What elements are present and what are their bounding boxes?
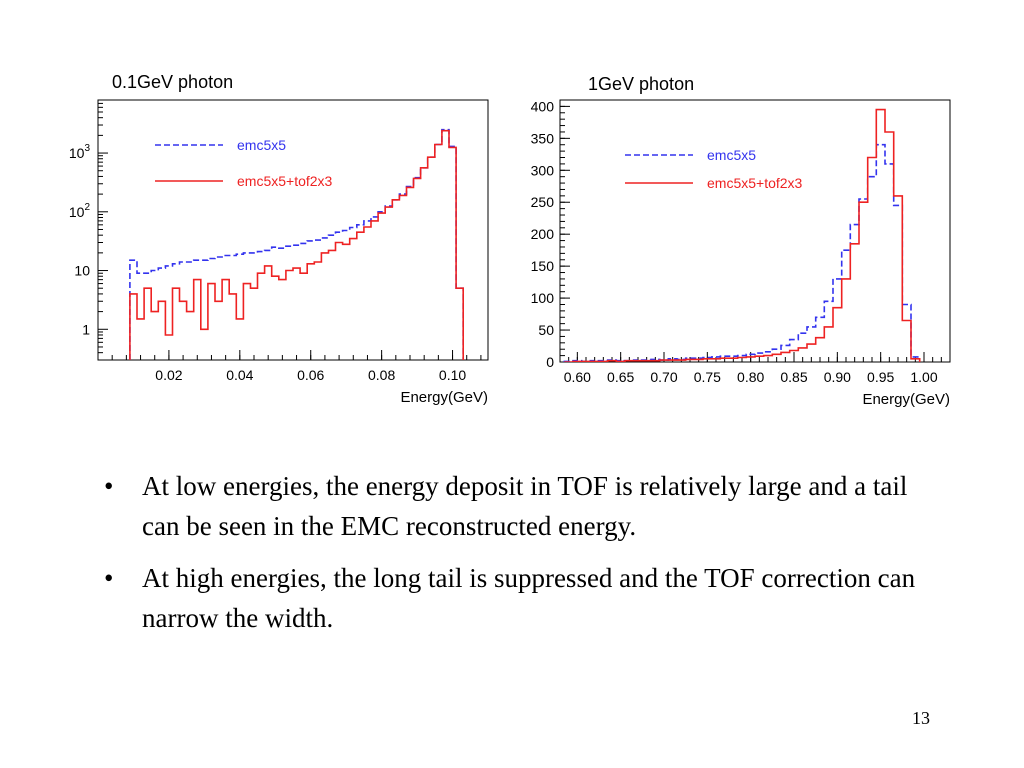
- y-tick-label: 300: [531, 162, 555, 178]
- chart-2-title: 1GeV photon: [588, 74, 695, 94]
- y-tick-label: 10: [74, 263, 90, 279]
- bullet-list: • At low energies, the energy deposit in…: [104, 466, 924, 650]
- series-2-histogram: [129, 129, 464, 360]
- legend-label-1: emc5x5: [237, 137, 286, 153]
- x-tick-label: 0.60: [564, 369, 591, 385]
- x-tick-label: 0.75: [694, 369, 721, 385]
- x-tick-label: 0.10: [439, 367, 466, 383]
- y-tick-label: 250: [531, 194, 555, 210]
- y-tick-label: 50: [538, 322, 554, 338]
- series-1-histogram: [563, 143, 921, 362]
- x-tick-label: 0.08: [368, 367, 395, 383]
- legend-label-2: emc5x5+tof2x3: [237, 173, 333, 189]
- bullet-text: At low energies, the energy deposit in T…: [142, 471, 908, 541]
- x-tick-label: 0.85: [780, 369, 807, 385]
- bullet-dot: •: [104, 471, 114, 501]
- y-tick-label: 102: [69, 202, 91, 220]
- plot-frame: [559, 99, 951, 363]
- x-axis-label: Energy(GeV): [862, 391, 950, 408]
- x-tick-label: 1.00: [910, 369, 937, 385]
- y-tick-label: 150: [531, 258, 555, 274]
- x-tick-label: 0.06: [297, 367, 324, 383]
- x-tick-label: 0.04: [226, 367, 253, 383]
- bullet-text: At high energies, the long tail is suppr…: [142, 563, 916, 633]
- legend-label-1: emc5x5: [707, 147, 756, 163]
- x-tick-label: 0.90: [824, 369, 851, 385]
- bullet-item: • At low energies, the energy deposit in…: [104, 466, 924, 546]
- y-tick-label: 1: [82, 321, 90, 337]
- x-tick-label: 0.80: [737, 369, 764, 385]
- page-number: 13: [912, 708, 930, 728]
- y-tick-label: 200: [531, 226, 555, 242]
- x-tick-label: 0.95: [867, 369, 894, 385]
- y-tick-label: 400: [531, 98, 555, 114]
- series-2-histogram: [564, 108, 921, 362]
- series-1-histogram: [129, 128, 464, 360]
- y-tick-label: 100: [531, 290, 555, 306]
- y-tick-label: 350: [531, 130, 555, 146]
- y-tick-label: 0: [546, 354, 554, 370]
- x-tick-label: 0.70: [650, 369, 677, 385]
- plot-frame: [97, 99, 489, 361]
- x-tick-label: 0.02: [155, 367, 182, 383]
- y-tick-label: 103: [69, 143, 91, 161]
- bullet-item: • At high energies, the long tail is sup…: [104, 558, 924, 638]
- legend-label-2: emc5x5+tof2x3: [707, 175, 803, 191]
- x-tick-label: 0.65: [607, 369, 634, 385]
- x-axis-label: Energy(GeV): [400, 389, 488, 406]
- bullet-dot: •: [104, 563, 114, 593]
- chart-1-title: 0.1GeV photon: [112, 72, 234, 92]
